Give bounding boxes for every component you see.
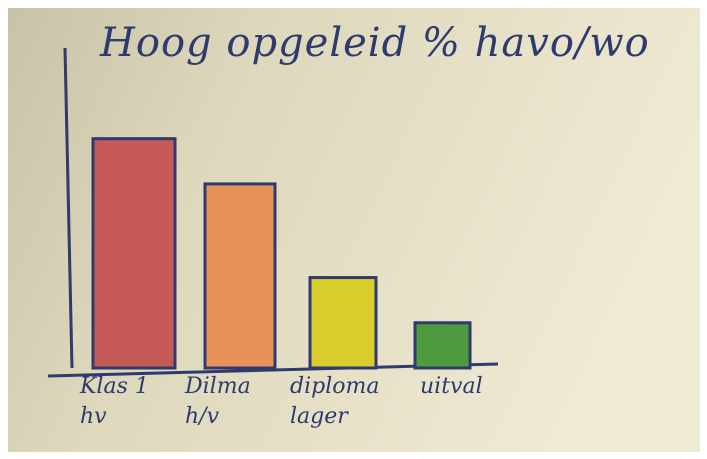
x-tick-label: Klas 1 hv (80, 374, 149, 429)
bar (203, 182, 277, 370)
x-tick-label: Dilma h/v (185, 374, 251, 429)
chart (8, 8, 700, 452)
x-tick-label: uitval (420, 374, 483, 399)
bar (413, 321, 472, 370)
x-tick-label: diploma lager (290, 374, 380, 429)
y-axis (63, 47, 74, 369)
bar (91, 137, 177, 370)
chart-title: Hoog opgeleid % havo/wo (100, 20, 650, 66)
bar (308, 276, 378, 370)
